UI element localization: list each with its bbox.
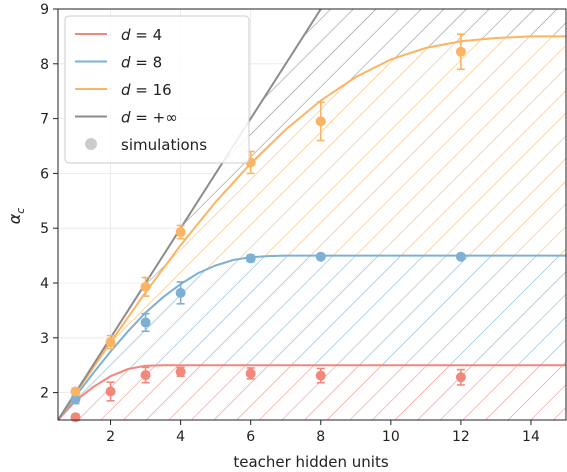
legend-simulations-marker — [85, 138, 97, 150]
y-tick-label: 7 — [40, 112, 49, 128]
data-point — [175, 227, 186, 238]
data-point — [105, 386, 116, 397]
x-tick-label: 14 — [522, 429, 540, 445]
y-tick-label: 2 — [40, 386, 49, 402]
y-axis-label-main: α — [5, 213, 24, 224]
legend-box — [64, 15, 250, 164]
data-point — [105, 337, 116, 348]
y-tick-label: 3 — [40, 331, 49, 347]
simulation-points — [70, 33, 466, 423]
data-point — [455, 251, 466, 262]
y-axis-label-sub: c — [14, 208, 27, 214]
series-line-1 — [58, 364, 566, 420]
x-tick-label: 2 — [106, 429, 115, 445]
y-tick-label: 9 — [40, 2, 49, 18]
x-tick-label: 12 — [452, 429, 470, 445]
data-point — [140, 370, 151, 381]
data-point — [315, 116, 326, 127]
legend-label: d = 4 — [121, 26, 162, 44]
x-tick-label: 8 — [316, 429, 325, 445]
y-tick-label: 4 — [40, 276, 49, 292]
data-point — [315, 251, 326, 262]
y-tick-label: 6 — [40, 166, 49, 182]
legend-label: d = +∞ — [121, 109, 178, 127]
x-axis-ticks: 2 4 6 8 10 12 14 — [106, 420, 540, 445]
y-axis-ticks: 2 3 4 5 6 7 8 9 — [40, 2, 58, 402]
data-point — [455, 372, 466, 383]
series-line-4 — [58, 9, 322, 420]
hatch-regions — [58, 9, 566, 420]
data-point — [175, 287, 186, 298]
y-tick-label: 5 — [40, 221, 49, 237]
legend-simulations-label: simulations — [121, 136, 207, 154]
data-point — [140, 281, 151, 292]
data-point — [140, 317, 151, 328]
data-point — [70, 394, 81, 405]
series-line-3 — [58, 35, 566, 420]
data-point — [245, 253, 256, 264]
y-axis-label: αc — [5, 208, 27, 225]
data-point — [70, 412, 81, 423]
legend-label: d = 8 — [121, 54, 162, 72]
legend-label: d = 16 — [121, 81, 172, 99]
data-point — [175, 366, 186, 377]
x-tick-label: 6 — [246, 429, 255, 445]
data-point — [245, 368, 256, 379]
legend: d = 4 d = 8 d = 16 d = +∞ simulations — [64, 15, 250, 164]
x-tick-label: 4 — [176, 429, 185, 445]
data-point — [315, 370, 326, 381]
curves — [58, 9, 566, 420]
data-point — [70, 386, 81, 397]
series-line-2 — [58, 254, 566, 420]
axes-frame — [57, 8, 567, 421]
data-point — [455, 46, 466, 57]
x-axis-label: teacher hidden units — [233, 453, 389, 471]
x-tick-label: 10 — [382, 429, 400, 445]
hatch-region-1 — [58, 365, 566, 420]
y-tick-label: 8 — [40, 57, 49, 73]
